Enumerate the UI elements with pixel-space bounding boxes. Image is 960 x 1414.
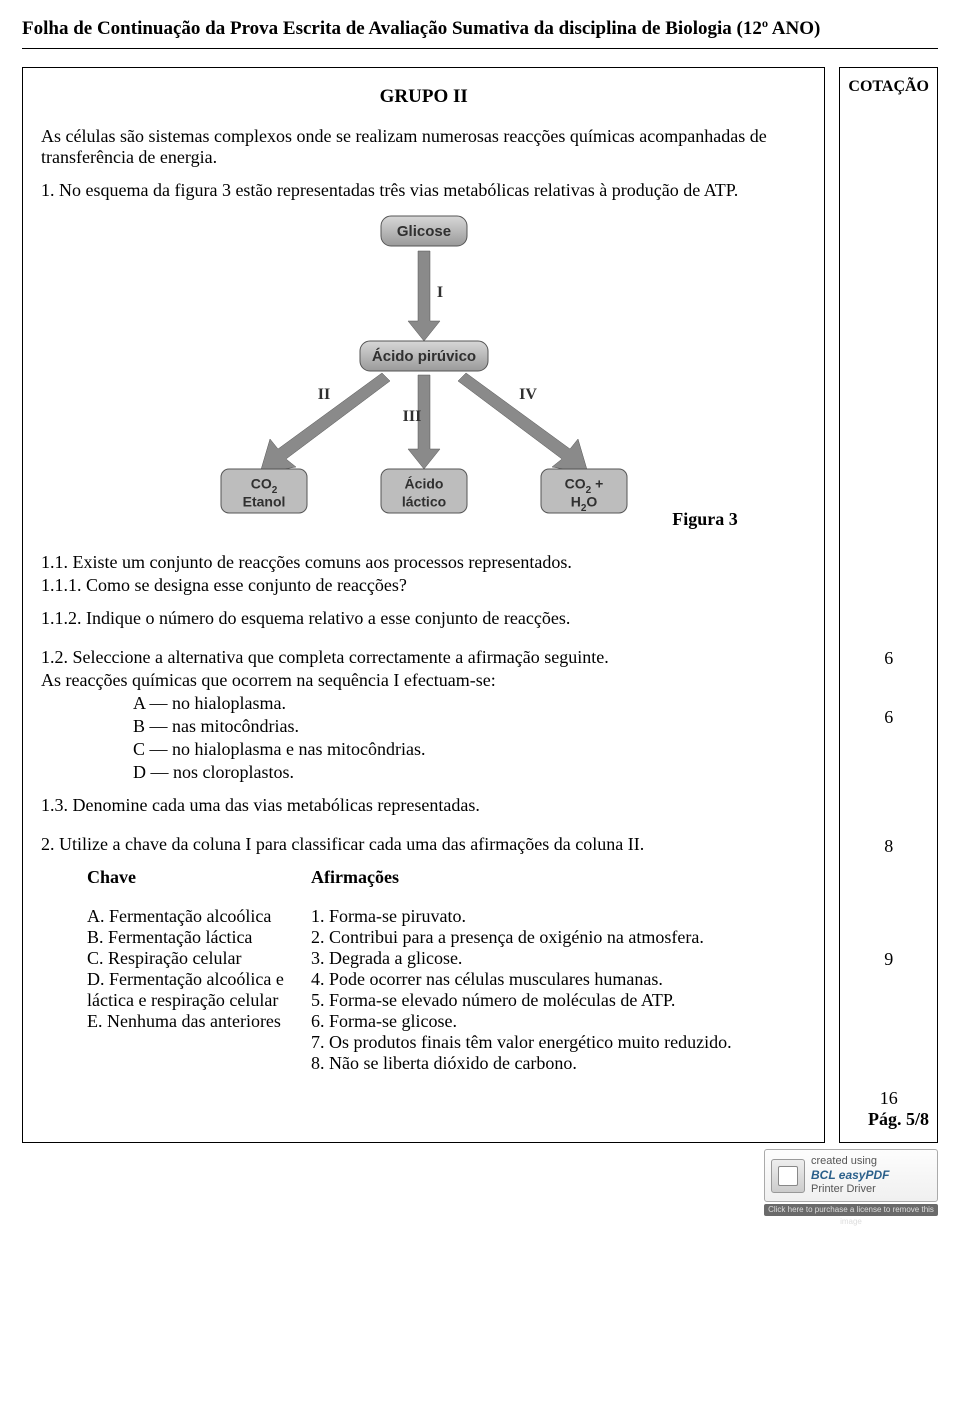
chave-heading: Chave [87, 867, 287, 888]
watermark-product: BCL easyPDF [811, 1168, 889, 1182]
chave-item: D. Fermentação alcoólica e láctica e res… [87, 969, 287, 1011]
option-d: D — nos cloroplastos. [133, 762, 806, 783]
watermark-bar: Click here to purchase a license to remo… [764, 1204, 938, 1216]
afirm-item: 1. Forma-se piruvato. [311, 906, 806, 927]
score-1-3: 9 [848, 949, 929, 970]
chave-item: A. Fermentação alcoólica [87, 906, 287, 927]
svg-text:Glicose: Glicose [397, 223, 451, 240]
afirm-heading: Afirmações [311, 867, 806, 888]
page-title: Folha de Continuação da Prova Escrita de… [22, 18, 938, 49]
svg-text:IV: IV [519, 386, 537, 403]
score-2: 16 [848, 1088, 929, 1109]
score-spacer [848, 669, 929, 707]
figure-caption: Figura 3 [672, 509, 738, 530]
afirm-item: 6. Forma-se glicose. [311, 1011, 806, 1032]
svg-text:I: I [437, 284, 443, 301]
score-spacer [848, 104, 929, 648]
afirm-item: 5. Forma-se elevado número de moléculas … [311, 990, 806, 1011]
cotacao-heading: COTAÇÃO [848, 78, 929, 96]
svg-text:III: III [402, 408, 421, 425]
svg-text:Ácido: Ácido [404, 476, 443, 492]
svg-text:II: II [317, 386, 329, 403]
score-1-2: 8 [848, 836, 929, 857]
option-c: C — no hialoplasma e nas mitocôndrias. [133, 739, 806, 760]
printer-icon [771, 1159, 805, 1193]
score-spacer [848, 728, 929, 836]
question-1-1: 1.1. Existe um conjunto de reacções comu… [67, 552, 806, 573]
question-1-2: 1.2. Seleccione a alternativa que comple… [67, 647, 806, 668]
question-2: 2. Utilize a chave da coluna I para clas… [67, 834, 806, 855]
question-1-2-stem: As reacções químicas que ocorrem na sequ… [41, 670, 806, 691]
group-heading: GRUPO II [41, 86, 806, 108]
score-1-1-1: 6 [848, 648, 929, 669]
chave-item: B. Fermentação láctica [87, 927, 287, 948]
score-spacer [848, 857, 929, 949]
score-spacer [848, 970, 929, 1088]
chave-item: E. Nenhuma das anteriores [87, 1011, 287, 1032]
option-b: B — nas mitocôndrias. [133, 716, 806, 737]
option-a: A — no hialoplasma. [133, 693, 806, 714]
chave-item: C. Respiração celular [87, 948, 287, 969]
question-1-3: 1.3. Denomine cada uma das vias metabóli… [67, 795, 806, 816]
watermark-created: created using [811, 1155, 877, 1167]
score-1-1-2: 6 [848, 707, 929, 728]
afirm-item: 4. Pode ocorrer nas células musculares h… [311, 969, 806, 990]
svg-text:Etanol: Etanol [242, 494, 285, 510]
question-1-1-2: 1.1.2. Indique o número do esquema relat… [67, 608, 806, 629]
metabolic-diagram: Glicose I Ácido pirúvico II III IV [194, 213, 654, 533]
afirm-item: 7. Os produtos finais têm valor energéti… [311, 1032, 806, 1053]
afirm-item: 3. Degrada a glicose. [311, 948, 806, 969]
page-number: Pág. 5/8 [848, 1109, 929, 1130]
afirm-item: 2. Contribui para a presença de oxigénio… [311, 927, 806, 948]
question-1-1-1: 1.1.1. Como se designa esse conjunto de … [67, 575, 806, 596]
main-content: GRUPO II As células são sistemas complex… [22, 67, 825, 1143]
afirm-item: 8. Não se liberta dióxido de carbono. [311, 1053, 806, 1074]
pdf-watermark-badge: created using BCL easyPDF Printer Driver [764, 1149, 938, 1202]
question-1: 1. No esquema da figura 3 estão represen… [67, 180, 806, 201]
watermark-sub: Printer Driver [811, 1183, 876, 1195]
svg-text:láctico: láctico [402, 494, 446, 510]
score-column: COTAÇÃO 6 6 8 9 16 Pág. 5/8 [839, 67, 938, 1143]
svg-text:Ácido pirúvico: Ácido pirúvico [372, 348, 476, 365]
intro-text: As células são sistemas complexos onde s… [41, 126, 806, 168]
figure-3: Glicose I Ácido pirúvico II III IV [194, 213, 654, 538]
